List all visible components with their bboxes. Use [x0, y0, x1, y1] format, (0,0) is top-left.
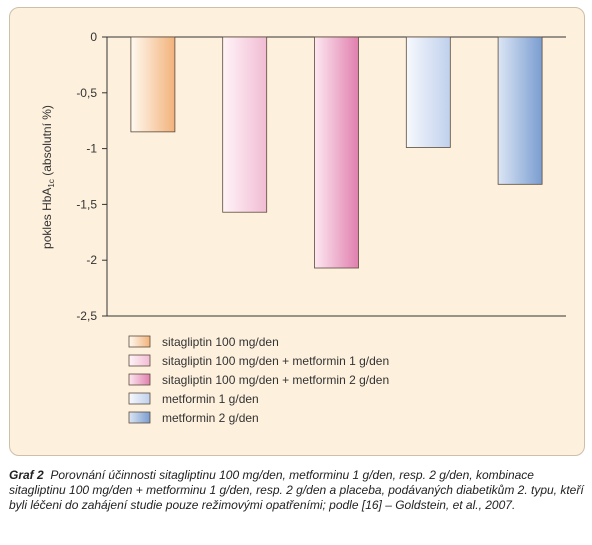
- legend-swatch-5: [128, 411, 151, 424]
- caption-text: Porovnání účinnosti sitagliptinu 100 mg/…: [9, 468, 584, 512]
- y-tick-label: -1,5: [76, 197, 97, 211]
- legend-swatch-3: [128, 373, 151, 386]
- y-axis-label: pokles HbA1c (absolutní %): [40, 105, 56, 249]
- legend-swatch-4: [128, 392, 151, 405]
- bar-series-4: [405, 36, 451, 148]
- legend-swatch-2: [128, 354, 151, 367]
- legend-label-2: sitagliptin 100 mg/den + metformin 1 g/d…: [162, 354, 389, 368]
- bar-series-2: [222, 36, 268, 213]
- legend-label-5: metformin 2 g/den: [162, 411, 259, 425]
- bar-series-5: [497, 36, 543, 185]
- y-tick-label: -0,5: [76, 86, 97, 100]
- axes: 0 -0,5 -1 -1,5 -2 -2,5: [76, 30, 566, 323]
- legend-label-4: metformin 1 g/den: [162, 392, 259, 406]
- y-axis-label-main: pokles HbA: [40, 188, 54, 249]
- legend-label-1: sitagliptin 100 mg/den: [162, 335, 279, 349]
- y-tick-label: -2,5: [76, 309, 97, 323]
- y-axis-label-subscript: 1c: [47, 179, 56, 187]
- chart-panel: [9, 7, 585, 456]
- y-axis-label-suffix: (absolutní %): [40, 105, 54, 179]
- bar-series-3: [314, 36, 359, 269]
- bar-series-1: [130, 36, 176, 133]
- figure-caption: Graf 2 Porovnání účinnosti sitagliptinu …: [9, 468, 587, 513]
- legend-swatch-1: [128, 335, 151, 348]
- legend: sitagliptin 100 mg/den sitagliptin 100 mg…: [128, 335, 389, 425]
- bar-chart: 0 -0,5 -1 -1,5 -2 -2,5 sitagliptin 100 mg/den…: [40, 30, 566, 425]
- y-tick-label: -1: [86, 142, 97, 156]
- legend-label-3: sitagliptin 100 mg/den + metformin 2 g/d…: [162, 373, 389, 387]
- caption-lead: Graf 2: [9, 468, 44, 482]
- y-tick-label: 0: [90, 30, 97, 44]
- y-tick-label: -2: [86, 253, 97, 267]
- bars: [130, 36, 543, 269]
